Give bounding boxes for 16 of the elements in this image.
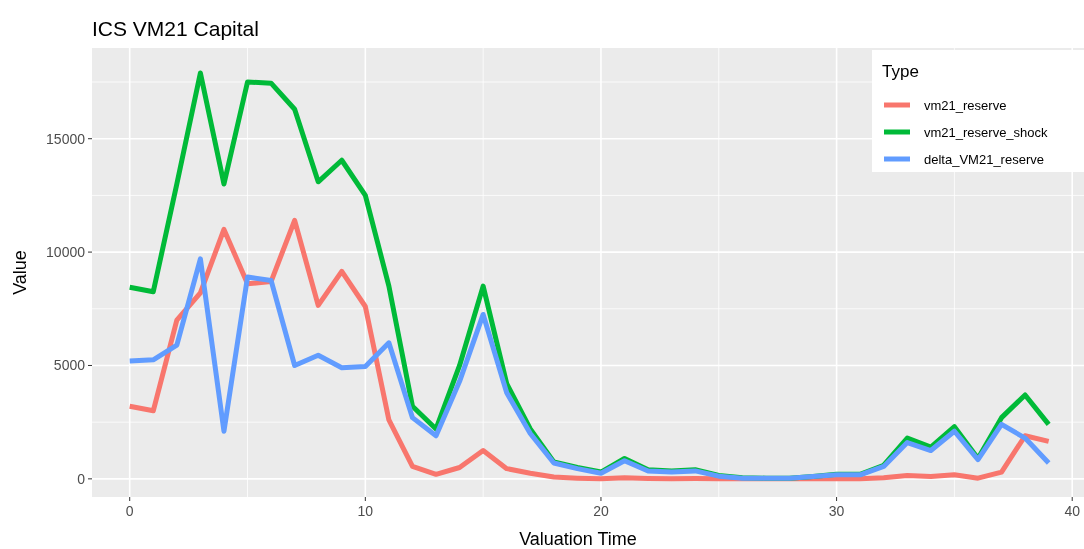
x-tick-label: 0 (125, 503, 134, 519)
y-tick-label: 0 (77, 470, 86, 487)
legend-title: Type (882, 62, 919, 81)
x-tick-label: 40 (1064, 503, 1081, 519)
chart-title: ICS VM21 Capital (92, 17, 259, 40)
x-tick-label: 20 (593, 503, 609, 519)
legend-label: delta_VM21_reserve (924, 151, 1044, 167)
legend-label: vm21_reserve_shock (924, 124, 1049, 140)
x-axis-title: Valuation Time (519, 529, 637, 549)
x-tick-label: 10 (357, 503, 374, 519)
y-tick-label: 5000 (53, 357, 86, 374)
y-axis-title: Value (10, 250, 30, 295)
y-tick-label: 15000 (46, 130, 86, 147)
y-tick-label: 10000 (46, 243, 86, 260)
legend-label: vm21_reserve (924, 97, 1007, 113)
x-tick-label: 30 (828, 503, 845, 519)
